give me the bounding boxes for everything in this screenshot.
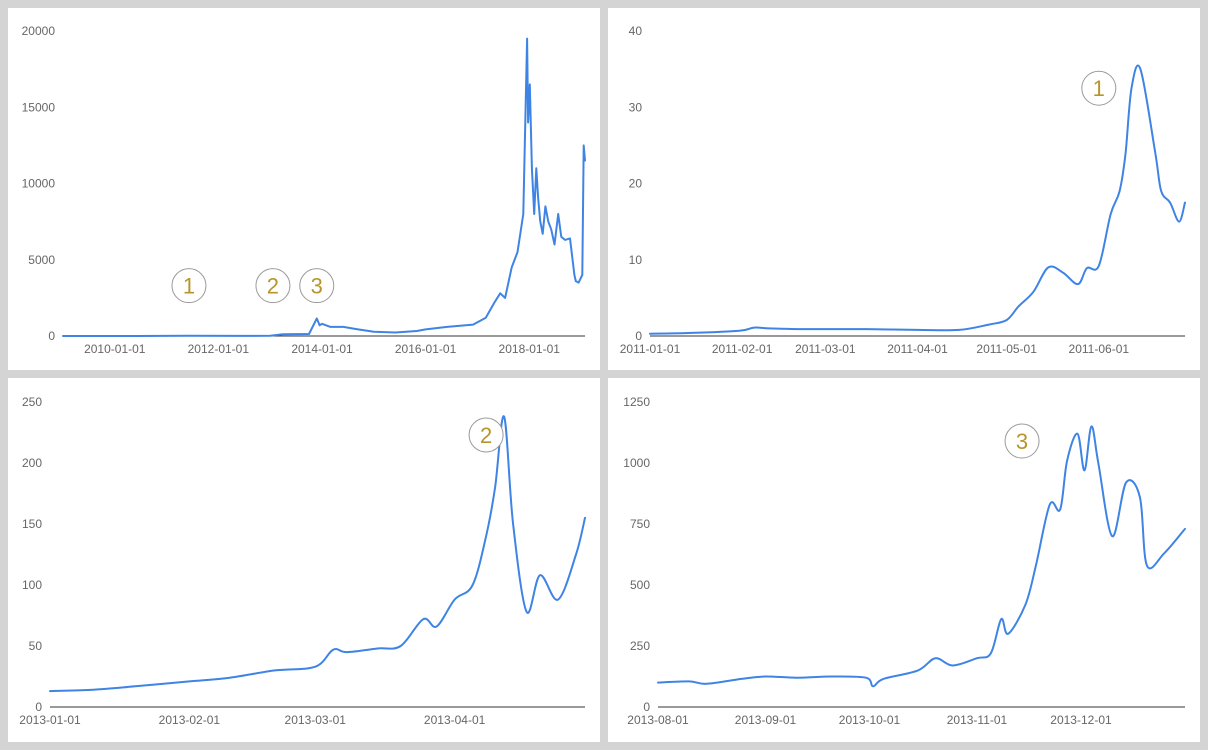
y-tick-label: 0 [643,700,650,714]
chart-panel-1: 0 10 20 30 40 2011-01-01 2011-02-01 2011-03-01 2… [608,8,1200,370]
x-tick-label: 2011-06-01 [1069,342,1130,356]
y-tick-label: 0 [48,329,55,343]
annotation-marker-label: 1 [183,274,195,299]
y-tick-label: 20 [629,177,643,191]
chart-panel-2: 0 50 100 150 200 250 2013-01-01 2013-02-01 2013-… [8,378,600,742]
price-series-line [49,415,586,693]
y-tick-label: 200 [22,456,42,470]
y-tick-label: 10000 [22,177,56,191]
x-tick-label: 2011-05-01 [976,342,1037,356]
y-tick-label: 250 [630,639,650,653]
y-tick-label: 1250 [623,395,650,409]
annotation-marker-circle [171,268,207,304]
annotation-marker-circle [1081,70,1117,106]
y-tick-label: 40 [629,24,643,38]
x-tick-label: 2010-01-01 [84,342,146,356]
y-tick-label: 150 [22,517,42,531]
x-tick-label: 2013-12-01 [1050,713,1112,727]
annotation-marker-label: 2 [480,423,492,448]
price-series-line [62,37,586,337]
y-tick-label: 20000 [22,24,56,38]
annotation-marker-circle [1004,423,1040,459]
x-tick-label: 2013-02-01 [159,713,221,727]
x-tick-label: 2013-01-01 [19,713,81,727]
y-tick-label: 250 [22,395,42,409]
x-tick-label: 2011-01-01 [620,342,681,356]
x-tick-label: 2013-04-01 [424,713,486,727]
chart-panel-3: 0 250 500 750 1000 1250 2013-08-01 2013-09-01 20… [608,378,1200,742]
price-series-line [649,64,1186,335]
annotation-marker-label: 1 [1093,76,1105,101]
y-tick-label: 15000 [22,100,56,114]
x-tick-label: 2018-01-01 [499,342,561,356]
chart-1-svg: 0 10 20 30 40 2011-01-01 2011-02-01 2011-03-01 2… [620,24,1186,356]
annotation-marker-label: 3 [1016,429,1028,454]
x-tick-label: 2014-01-01 [291,342,353,356]
annotation-marker-circle [299,268,335,304]
y-tick-label: 30 [629,100,643,114]
chart-panel-overview: 0 5000 10000 15000 20000 2010-01-01 2012-01-01… [8,8,600,370]
chart-3-svg: 0 250 500 750 1000 1250 2013-08-01 2013-09-01 20… [623,395,1186,727]
y-tick-label: 10 [629,253,643,267]
y-tick-label: 100 [22,578,42,592]
chart-2-svg: 0 50 100 150 200 250 2013-01-01 2013-02-01 2013-… [19,395,586,727]
x-tick-label: 2013-09-01 [735,713,797,727]
x-tick-label: 2011-03-01 [795,342,856,356]
price-series-line [657,425,1186,688]
x-tick-label: 2012-01-01 [188,342,250,356]
y-tick-label: 500 [630,578,650,592]
x-tick-label: 2013-10-01 [839,713,901,727]
y-tick-label: 0 [635,329,642,343]
annotation-marker-circle [255,268,291,304]
x-tick-label: 2013-08-01 [627,713,689,727]
x-tick-label: 2013-11-01 [947,713,1008,727]
annotation-marker-circle [468,417,504,453]
y-tick-label: 5000 [28,253,55,267]
annotation-marker-label: 2 [267,274,279,299]
annotation-marker-label: 3 [311,274,323,299]
y-tick-label: 750 [630,517,650,531]
y-tick-label: 0 [35,700,42,714]
y-tick-label: 1000 [623,456,650,470]
x-tick-label: 2016-01-01 [395,342,457,356]
x-tick-label: 2013-03-01 [285,713,347,727]
chart-overview-svg: 0 5000 10000 15000 20000 2010-01-01 2012-01-01… [22,24,586,356]
x-tick-label: 2011-02-01 [712,342,773,356]
y-tick-label: 50 [29,639,43,653]
x-tick-label: 2011-04-01 [887,342,948,356]
